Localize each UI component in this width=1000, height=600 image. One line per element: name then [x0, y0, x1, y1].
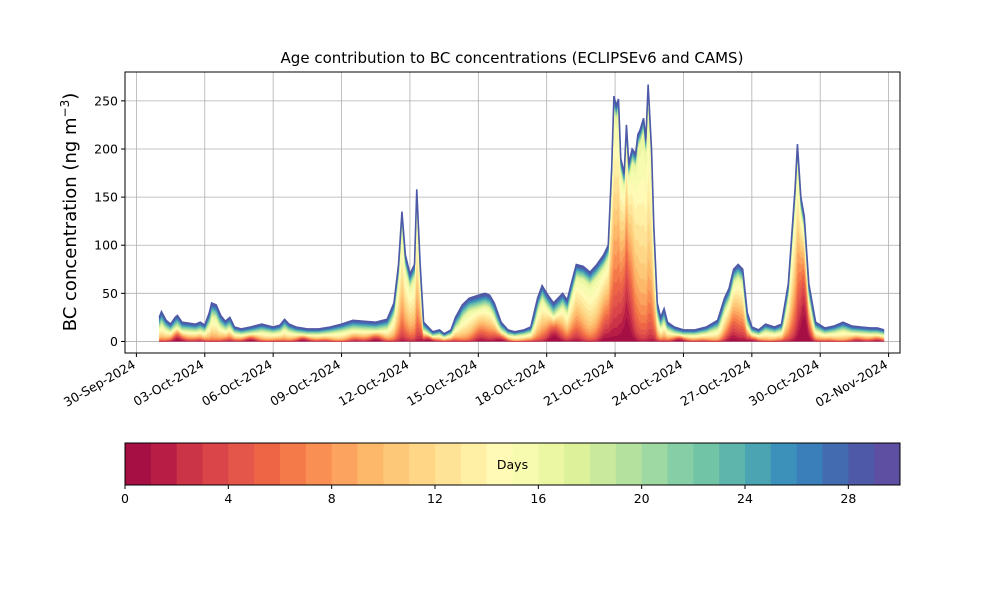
x-tick-label: 06-Oct-2024 — [199, 357, 275, 409]
x-tick-label: 15-Oct-2024 — [404, 357, 480, 409]
age-band-21 — [158, 92, 885, 337]
colorbar-segment — [641, 443, 668, 485]
age-band-7 — [158, 222, 885, 341]
colorbar-segment — [693, 443, 720, 485]
colorbar-segment — [538, 443, 565, 485]
age-band-29 — [158, 84, 885, 335]
colorbar-tick-label: 0 — [121, 491, 129, 506]
total-outline — [158, 84, 885, 335]
y-tick-label: 100 — [94, 238, 118, 253]
age-band-9 — [158, 201, 885, 341]
colorbar-label: Days — [497, 457, 528, 472]
age-band-24 — [158, 89, 885, 336]
colorbar-segment — [770, 443, 798, 485]
colorbar-segment — [796, 443, 823, 485]
age-band-13 — [158, 154, 885, 339]
colorbar-tick-label: 20 — [634, 491, 650, 506]
colorbar-segment — [512, 443, 539, 485]
x-tick-label: 30-Sep-2024 — [61, 357, 138, 410]
colorbar-segment — [745, 443, 772, 485]
colorbar-segment — [383, 443, 410, 485]
colorbar-segment — [409, 443, 436, 485]
colorbar-segment — [822, 443, 849, 485]
colorbar-tick-label: 8 — [328, 491, 336, 506]
colorbar-segment — [125, 443, 152, 485]
colorbar-segment — [486, 443, 513, 485]
colorbar-segment — [150, 443, 178, 485]
colorbar-segment — [564, 443, 591, 485]
colorbar-segment — [305, 443, 333, 485]
age-band-14 — [158, 136, 885, 339]
y-tick-label: 250 — [94, 93, 118, 108]
age-band-28 — [158, 85, 885, 335]
x-tick-label: 18-Oct-2024 — [473, 357, 549, 409]
age-band-26 — [158, 87, 885, 336]
age-band-11 — [158, 181, 885, 340]
y-tick-label: 50 — [102, 286, 118, 301]
colorbar-segment — [228, 443, 255, 485]
plot-frame — [124, 71, 901, 354]
colorbar-segment — [460, 443, 488, 485]
age-band-23 — [158, 90, 885, 336]
x-tick-label: 09-Oct-2024 — [267, 357, 343, 409]
age-band-27 — [158, 86, 885, 335]
y-tick-label: 0 — [110, 334, 118, 349]
x-axis: 30-Sep-202403-Oct-202406-Oct-202409-Oct-… — [61, 353, 890, 410]
colorbar-segment — [280, 443, 307, 485]
x-tick-label: 30-Oct-2024 — [746, 357, 822, 409]
plot-area: 0 50 100 150 200 250 30-Sep-202403-Oct-202406… — [61, 71, 901, 410]
x-tick-label: 21-Oct-2024 — [541, 357, 617, 409]
age-band-22 — [158, 91, 885, 337]
colorbar-segment — [590, 443, 617, 485]
x-tick-label: 03-Oct-2024 — [131, 357, 207, 409]
colorbar-segment — [719, 443, 746, 485]
x-tick-label: 02-Nov-2024 — [813, 357, 891, 410]
colorbar-segment — [331, 443, 358, 485]
age-band-8 — [158, 211, 885, 341]
age-band-12 — [158, 170, 885, 340]
colorbar-tick-label: 28 — [840, 491, 856, 506]
age-band-20 — [158, 93, 885, 337]
y-axis-label: BC concentration (ng m−3) — [58, 93, 81, 332]
colorbar-segment — [874, 443, 901, 485]
age-band-10 — [158, 191, 885, 340]
age-band-19 — [158, 94, 885, 337]
age-band-18 — [158, 95, 885, 338]
colorbar-tick-label: 24 — [737, 491, 753, 506]
colorbar-tick-label: 16 — [530, 491, 546, 506]
age-band-17 — [158, 96, 885, 338]
x-tick-label: 24-Oct-2024 — [609, 357, 685, 409]
age-band-15 — [158, 113, 885, 339]
y-axis: 0 50 100 150 200 250 — [94, 93, 125, 349]
age-bands — [158, 84, 885, 342]
age-band-16 — [158, 97, 885, 338]
chart-title: Age contribution to BC concentrations (E… — [281, 49, 744, 67]
x-tick-label: 12-Oct-2024 — [336, 357, 412, 409]
colorbar-segment — [357, 443, 384, 485]
y-tick-label: 150 — [94, 190, 118, 205]
colorbar: Days 0 4 8 12 16 20 24 28 — [121, 442, 901, 506]
age-band-25 — [158, 88, 885, 336]
colorbar-tick-label: 12 — [427, 491, 443, 506]
colorbar-segment — [667, 443, 694, 485]
colorbar-segment — [435, 443, 462, 485]
colorbar-segment — [176, 443, 203, 485]
y-tick-label: 200 — [94, 141, 118, 156]
colorbar-tick-label: 4 — [224, 491, 232, 506]
colorbar-frame — [124, 442, 901, 486]
colorbar-segment — [254, 443, 281, 485]
colorbar-segment — [615, 443, 643, 485]
colorbar-segment — [202, 443, 229, 485]
x-tick-label: 27-Oct-2024 — [678, 357, 754, 409]
colorbar-segment — [848, 443, 875, 485]
